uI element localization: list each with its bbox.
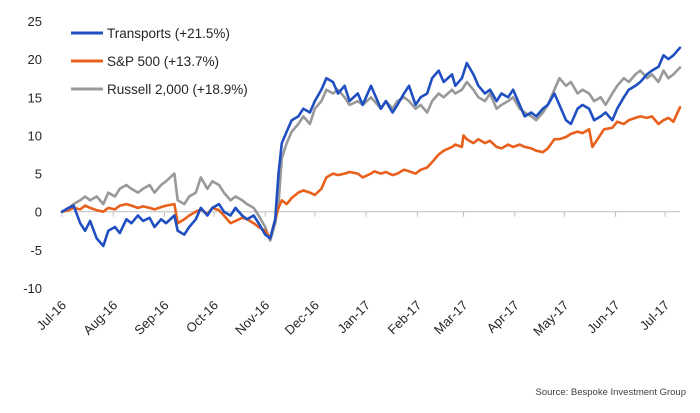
x-tick-label: Jul-17 — [637, 298, 673, 334]
y-tick-label: 10 — [28, 128, 42, 143]
legend-label: S&P 500 (+13.7%) — [107, 54, 219, 69]
series-line — [60, 105, 682, 240]
y-tick-label: -5 — [30, 243, 42, 258]
x-tick-label: Dec-16 — [282, 298, 322, 338]
x-tick-label: May-17 — [530, 298, 571, 339]
legend: Transports (+21.5%) S&P 500 (+13.7%) Russe… — [71, 26, 248, 97]
y-tick-label: 0 — [35, 205, 42, 220]
legend-label: Transports (+21.5%) — [107, 26, 230, 41]
x-tick-label: Nov-16 — [232, 298, 272, 338]
y-tick-label: 5 — [35, 167, 42, 182]
source-note: Source: Bespoke Investment Group — [535, 387, 687, 398]
x-axis-ticks: Jul-16 Aug-16 Sep-16 Oct-16 Nov-16 Dec-16 Jan-… — [33, 211, 673, 339]
x-tick-label: Apr-17 — [484, 298, 522, 336]
series-line — [60, 46, 682, 248]
series-layer — [60, 46, 682, 248]
legend-label: Russell 2,000 (+18.9%) — [107, 82, 248, 97]
y-tick-label: 25 — [28, 14, 42, 29]
x-tick-label: Aug-16 — [80, 298, 120, 338]
x-tick-label: Jun-17 — [584, 298, 623, 337]
y-tick-label: 15 — [28, 90, 42, 105]
y-tick-label: 20 — [28, 52, 42, 67]
x-tick-label: Feb-17 — [385, 298, 425, 338]
y-axis-ticks: -10 -5 0 5 10 15 20 25 — [23, 14, 42, 296]
x-tick-label: Oct-16 — [183, 298, 221, 336]
x-tick-label: Jul-16 — [33, 298, 69, 334]
x-tick-label: Jan-17 — [334, 298, 373, 337]
y-tick-label: -10 — [23, 281, 42, 296]
x-tick-label: Sep-16 — [131, 298, 171, 338]
x-tick-label: Mar-17 — [431, 298, 471, 338]
series-line — [60, 66, 682, 242]
